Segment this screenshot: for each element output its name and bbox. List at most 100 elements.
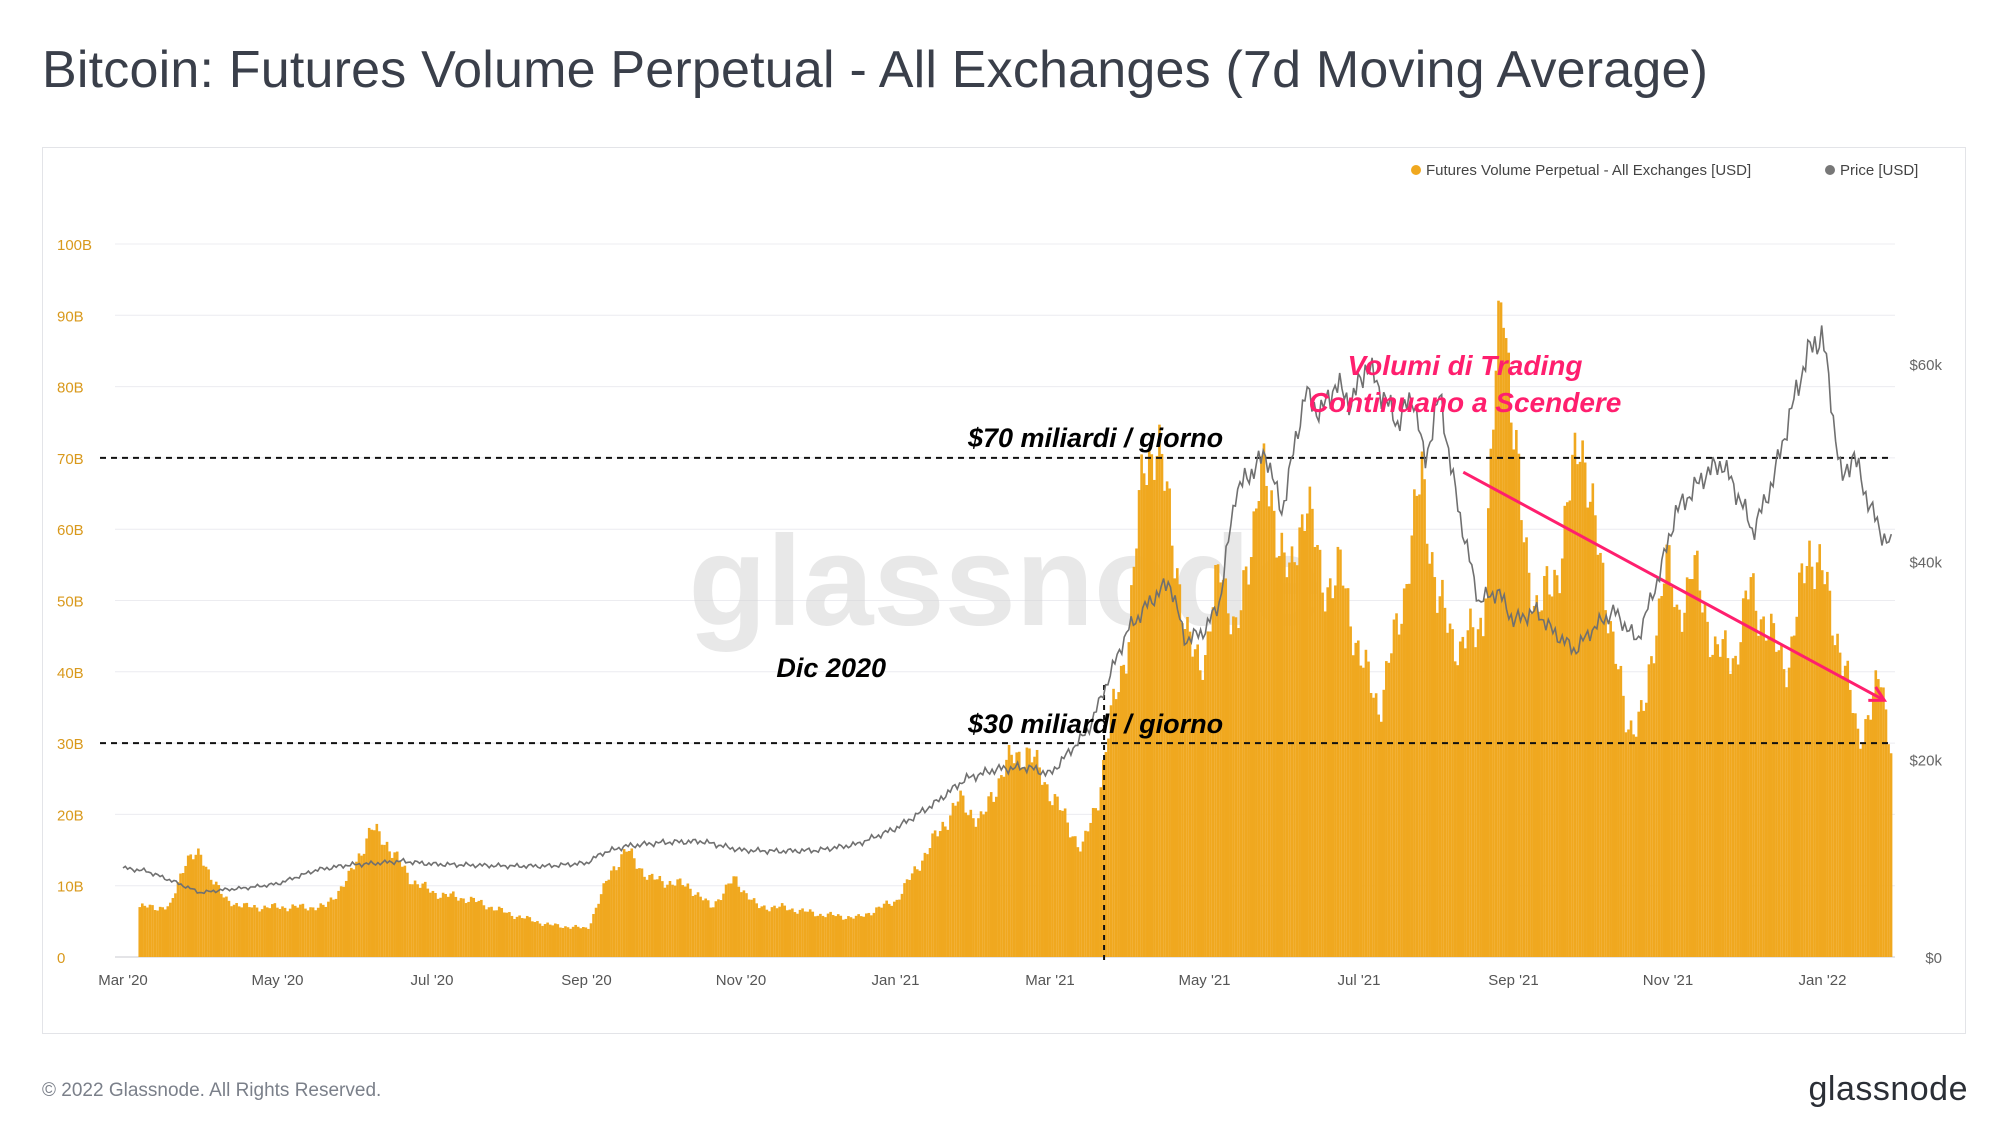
volume-bar — [622, 849, 626, 957]
volume-bar — [734, 876, 738, 957]
annotation-trend-line1: Volumi di Trading — [1348, 350, 1583, 381]
volume-bar — [706, 900, 710, 957]
volume-bar — [1436, 612, 1439, 957]
volume-bar — [339, 886, 343, 957]
volume-bar — [1576, 464, 1579, 957]
volume-bar — [1181, 623, 1184, 957]
volume-bar — [1234, 617, 1238, 957]
volume-bar — [429, 892, 432, 957]
volume-bar — [1782, 669, 1786, 957]
volume-bar — [1099, 787, 1103, 957]
volume-bar — [982, 814, 985, 957]
volume-bar — [1086, 831, 1090, 957]
volume-bar — [439, 897, 442, 957]
volume-bar — [541, 925, 544, 957]
volume-bar — [1657, 598, 1661, 957]
volume-bar — [602, 883, 606, 957]
volume-bar — [1708, 657, 1712, 957]
volume-bar — [1772, 623, 1776, 957]
volume-bar — [712, 907, 715, 957]
x-tick-label: Mar '20 — [98, 972, 148, 989]
volume-bar — [875, 907, 878, 957]
volume-bar — [1803, 583, 1806, 957]
volume-bar — [839, 915, 843, 957]
volume-bar — [791, 908, 794, 957]
volume-bar — [1747, 599, 1750, 957]
volume-bar — [1239, 610, 1243, 957]
volume-bar — [1074, 836, 1077, 957]
volume-bar — [1596, 554, 1600, 957]
volume-bar — [1642, 710, 1646, 957]
volume-bar — [780, 903, 784, 957]
volume-bar — [322, 904, 325, 957]
volume-bar — [630, 848, 634, 957]
volume-bar — [1823, 584, 1827, 957]
volume-bar — [1168, 488, 1171, 957]
volume-bar — [281, 906, 284, 957]
volume-bar — [1402, 588, 1406, 957]
volume-bar — [811, 911, 815, 957]
volume-bar — [1125, 673, 1128, 957]
volume-bar — [1785, 687, 1788, 957]
volume-bar — [508, 912, 511, 957]
volume-bar — [877, 906, 881, 957]
volume-bar — [1670, 586, 1674, 957]
volume-bar — [1578, 461, 1582, 957]
volume-bar — [1507, 352, 1510, 957]
volume-bar — [1884, 709, 1888, 957]
volume-bar — [242, 903, 246, 957]
volume-bar — [908, 879, 911, 957]
volume-bar — [398, 861, 402, 957]
volume-bar — [515, 916, 519, 957]
volume-bar — [824, 917, 827, 957]
volume-bar — [1308, 486, 1312, 957]
volume-bar — [490, 906, 493, 957]
annotation-70b: $70 miliardi / giorno — [967, 423, 1223, 453]
volume-bar — [212, 884, 215, 957]
volume-bar — [1530, 613, 1533, 957]
y-left-tick-label: 50B — [57, 594, 84, 611]
volume-bar — [1629, 720, 1633, 957]
volume-bar — [898, 899, 901, 957]
volume-bar — [431, 890, 435, 957]
volume-bar — [569, 928, 572, 957]
volume-bar — [169, 902, 172, 957]
volume-bar — [1741, 598, 1745, 957]
volume-bar — [385, 841, 389, 957]
volume-bar — [814, 916, 817, 957]
volume-bar — [1068, 837, 1072, 957]
volume-bar — [722, 893, 725, 957]
volume-bar — [418, 887, 422, 957]
annotation-labels: $70 miliardi / giorno $30 miliardi / gior… — [776, 350, 1621, 739]
volume-bar — [1372, 697, 1375, 957]
volume-bar — [319, 903, 323, 957]
volume-bar — [561, 927, 565, 957]
volume-bar — [1540, 610, 1544, 957]
volume-bar — [1532, 605, 1536, 957]
volume-bar — [559, 927, 562, 957]
volume-bar — [1889, 753, 1893, 957]
volume-bar — [1142, 473, 1146, 957]
volume-bar — [1484, 598, 1488, 957]
volume-bar — [1650, 656, 1653, 957]
volume-bar — [141, 903, 144, 957]
volume-bar — [1425, 543, 1429, 957]
volume-bar — [926, 854, 929, 957]
volume-bar — [1481, 636, 1485, 957]
volume-bar — [1285, 577, 1289, 957]
volume-bar — [1321, 592, 1324, 957]
volume-bar — [1810, 566, 1814, 957]
volume-bar — [959, 790, 962, 957]
volume-bar — [842, 919, 845, 957]
volume-bar — [1063, 808, 1067, 957]
volume-bar — [617, 867, 621, 957]
y-right-tick-label: $20k — [1909, 752, 1942, 769]
volume-bar — [189, 854, 193, 957]
volume-bar — [1594, 515, 1597, 957]
volume-bar — [1866, 715, 1870, 957]
volume-bar — [334, 898, 338, 957]
volume-bar — [482, 905, 486, 957]
volume-bar — [717, 899, 720, 957]
volume-bar — [1051, 805, 1054, 957]
